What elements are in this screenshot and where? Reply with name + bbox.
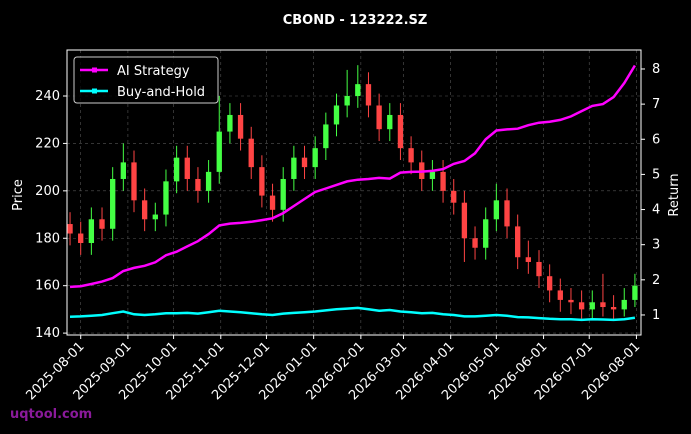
candle-body: [67, 224, 73, 234]
candle-body: [557, 290, 563, 300]
candle-body: [291, 157, 297, 179]
candle-body: [120, 162, 126, 179]
candle-body: [141, 200, 148, 220]
watermark: uqtool.com: [10, 407, 92, 422]
candle-body: [578, 302, 585, 310]
candle-body: [88, 219, 95, 244]
legend-label: AI Strategy: [117, 64, 190, 79]
candle-body: [323, 124, 329, 149]
y2-tick-label: 3: [652, 238, 660, 253]
candle-body: [365, 84, 372, 106]
candle-body: [248, 138, 254, 168]
candle-body: [333, 105, 340, 125]
candle-body: [205, 171, 212, 191]
candle-body: [99, 219, 105, 229]
candle-body: [472, 238, 478, 248]
candle-body: [216, 131, 222, 172]
candle-body: [237, 114, 244, 139]
candle-body: [493, 200, 500, 220]
candle-body: [483, 219, 489, 248]
candle-body: [632, 285, 638, 300]
y-tick-label: 160: [35, 279, 60, 294]
legend-box: [73, 56, 219, 104]
candle-body: [173, 157, 180, 182]
candle-body: [344, 95, 350, 106]
candle-body: [301, 157, 308, 168]
candle-body: [600, 302, 606, 308]
chart-title: CBOND - 123222.SZ: [283, 13, 428, 28]
legend: AI Strategy Buy-and-Hold: [73, 56, 219, 104]
legend-marker: [92, 88, 97, 94]
y-tick-label: 220: [35, 136, 60, 151]
candle-body: [515, 226, 521, 258]
y2-tick-label: 4: [652, 203, 660, 218]
candle-body: [376, 105, 382, 130]
candle-body: [152, 214, 158, 220]
candle-body: [131, 162, 137, 201]
y2-tick-label: 5: [652, 167, 660, 182]
candle-body: [610, 307, 617, 310]
y-tick-label: 200: [35, 184, 60, 199]
legend-label: Buy-and-Hold: [117, 85, 205, 100]
y-tick-label: 240: [35, 89, 60, 104]
candle-body: [440, 171, 446, 191]
y2-tick-label: 2: [652, 273, 660, 288]
plot-frame: [66, 49, 642, 336]
series-line: [69, 306, 636, 322]
legend-marker: [92, 67, 97, 73]
y-tick-label: 180: [35, 231, 60, 246]
y2-tick-label: 8: [652, 62, 660, 77]
series-line: [69, 64, 636, 289]
candle-body: [259, 167, 265, 196]
candle-body: [163, 181, 169, 215]
candle-body: [110, 178, 116, 229]
candle-body: [280, 178, 286, 210]
candle-body: [451, 190, 457, 203]
y-axis-label: Price: [11, 179, 26, 211]
y-tick-label: 140: [35, 326, 60, 341]
candle-body: [184, 157, 190, 179]
candle-body: [429, 171, 436, 179]
candle-body: [195, 178, 201, 191]
candle-body: [568, 299, 574, 303]
candle-body: [504, 200, 510, 227]
y2-axis-label: Return: [667, 173, 682, 216]
candle-body: [227, 114, 233, 132]
candle-body: [269, 195, 276, 210]
candle-body: [461, 202, 468, 239]
y2-tick-label: 1: [652, 308, 660, 323]
candle-body: [355, 84, 361, 96]
candle-body: [387, 114, 393, 130]
candle-body: [546, 276, 553, 291]
y2-tick-label: 6: [652, 132, 660, 147]
candle-body: [312, 148, 318, 168]
candle-body: [408, 148, 414, 163]
candle-body: [621, 299, 627, 310]
candle-body: [397, 114, 404, 149]
candle-body: [536, 261, 542, 277]
candle-body: [78, 233, 84, 244]
candle-body: [525, 257, 531, 262]
candle-body: [589, 302, 595, 310]
y2-tick-label: 7: [652, 97, 660, 112]
